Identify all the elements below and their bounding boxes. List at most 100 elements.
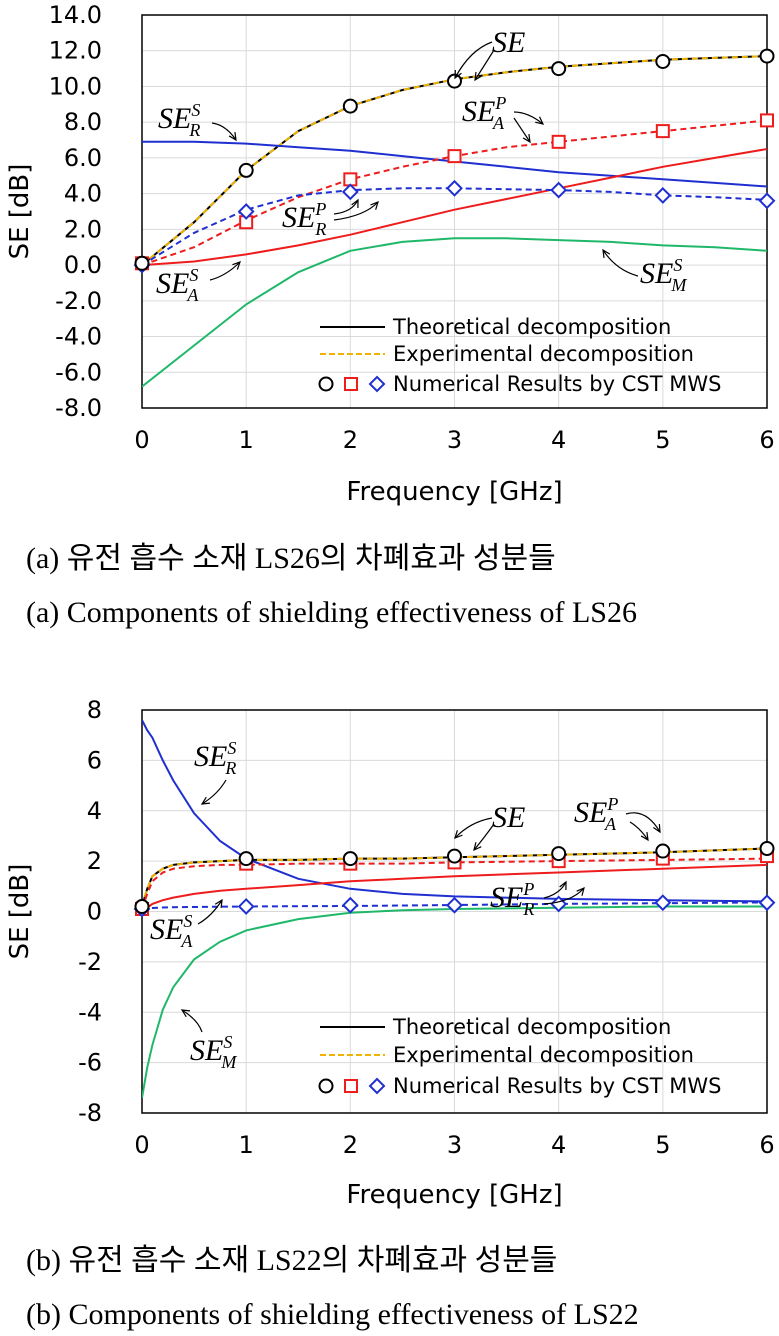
- annotation-arrowhead: [200, 796, 211, 805]
- annotation-superscript: S: [223, 1032, 232, 1052]
- annotation-arrow: [602, 249, 639, 277]
- marker-circle: [551, 61, 567, 77]
- marker-circle: [447, 848, 462, 864]
- x-tick-label: 1: [239, 1131, 254, 1159]
- y-tick-label: 8.0: [64, 108, 102, 136]
- annotation-arrow: [543, 887, 585, 905]
- annotation-se-r-s-label: SES R: [158, 100, 200, 140]
- annotation-arrow: [454, 817, 493, 839]
- annotation-se-m-s: SES M: [602, 248, 687, 295]
- marker-diamond: [237, 203, 255, 220]
- marker-square: [551, 134, 566, 149]
- annotation-se-r-p: SEP R: [282, 198, 379, 239]
- annotation-se-a-p-label: SEP A: [574, 794, 618, 834]
- annotation-base: SE: [156, 267, 189, 300]
- series-line-se-a-p-dash: [142, 857, 767, 910]
- x-tick-label: 4: [551, 1131, 566, 1159]
- chart-b: 0 1 2 3 4 5 6 8 6 4 2 0 -2 -4 -6 -8 Frequency [GHz] SE [d…: [5, 696, 776, 1210]
- annotation-se-a-p-label: SEP A: [462, 93, 506, 133]
- y-tick-label: 2.0: [64, 215, 102, 243]
- marker-diamond: [341, 896, 359, 914]
- annotation-arrowhead: [522, 133, 531, 144]
- y-tick-label: -2: [78, 948, 102, 976]
- annotation-arrow: [181, 1009, 203, 1033]
- marker-circle: [759, 841, 775, 857]
- annotation-base: SE: [190, 1034, 223, 1067]
- annotation-arrowhead: [473, 842, 482, 852]
- marker-diamond: [550, 895, 568, 913]
- marker-diamond: [550, 181, 568, 199]
- marker-diamond: [758, 894, 776, 912]
- marker-square: [655, 124, 670, 139]
- y-tick-label: 8: [87, 696, 102, 724]
- annotation-superscript: P: [522, 879, 534, 899]
- annotation-arrowhead: [454, 830, 463, 840]
- annotation-base: SE: [150, 913, 183, 946]
- annotation-arrow: [197, 899, 223, 925]
- caption-b-english: (b) Components of shielding effectivenes…: [26, 1298, 639, 1331]
- legend-marker-diamond: [368, 375, 386, 393]
- annotation-base: SE: [640, 257, 673, 290]
- x-tick-label: 6: [759, 1131, 774, 1159]
- annotation-arrowhead: [640, 831, 649, 842]
- annotation-se-a-s-label: SES A: [150, 911, 193, 951]
- annotation-arrowhead: [228, 131, 237, 142]
- annotation-superscript: P: [494, 93, 506, 113]
- annotation-arrow: [629, 821, 649, 841]
- annotation-se-r-p-label: SEP R: [282, 199, 326, 239]
- annotation-base: SE: [574, 796, 607, 829]
- legend-marker-square: [344, 1079, 358, 1093]
- annotation-superscript: S: [191, 100, 200, 120]
- annotation-subscript: A: [180, 931, 193, 951]
- x-tick-label: 6: [759, 426, 774, 454]
- annotation-arrowhead: [214, 898, 223, 909]
- marker-circle: [551, 846, 567, 862]
- legend-marker-square: [344, 377, 358, 391]
- annotation-base: SE: [194, 740, 227, 773]
- x-tick-label: 0: [134, 426, 149, 454]
- annotation-se-r-p: SEP R: [490, 879, 585, 919]
- annotation-subscript: M: [670, 275, 687, 295]
- y-tick-label: -2.0: [55, 287, 102, 315]
- y-tick-label: 4.0: [64, 180, 102, 208]
- y-tick-label: -6.0: [55, 358, 102, 386]
- annotation-subscript: R: [314, 219, 326, 239]
- x-tick-label: 5: [655, 426, 670, 454]
- annotation-arrow: [513, 111, 544, 125]
- annotation-se: SE: [454, 801, 525, 852]
- annotation-se-m-s-label: SES M: [190, 1032, 237, 1072]
- annotation-arrow: [211, 122, 237, 141]
- annotation-arrow: [474, 49, 495, 81]
- plot-frame: [141, 14, 768, 409]
- series-line-se-m-s-solid: [142, 905, 767, 1099]
- x-tick-label: 1: [239, 426, 254, 454]
- marker-circle: [342, 851, 358, 867]
- chart-a: 0 1 2 3 4 5 6 14.0 12.0 10.0 8.0 6.0 4.0 2.0 0.0 -2.0 -4…: [5, 1, 776, 507]
- y-tick-label: -8: [78, 1099, 102, 1127]
- y-tick-label: -8.0: [55, 394, 102, 422]
- annotation-arrowhead: [535, 116, 545, 125]
- marker-circle: [759, 48, 775, 64]
- series-line-se-a-s-solid: [142, 148, 767, 267]
- annotation-se-a-s: SES A: [156, 261, 241, 305]
- series-line-se-a-s-solid: [142, 863, 767, 913]
- annotation-subscript: R: [522, 899, 534, 919]
- caption-b-korean: (b) 유전 흡수 소재 LS22의 차폐효과 성분들: [26, 1244, 558, 1277]
- legend-marker-diamond: [368, 1077, 386, 1095]
- caption-a-english: (a) Components of shielding effectivenes…: [26, 596, 637, 629]
- annotation-arrow: [513, 117, 531, 143]
- series-group: [142, 719, 767, 1099]
- annotation-arrowhead: [559, 880, 567, 891]
- y-tick-label: 4: [87, 797, 102, 825]
- y-tick-label: -4.0: [55, 323, 102, 351]
- annotation-base: SE: [282, 201, 315, 234]
- annotation-arrow: [201, 779, 227, 805]
- annotation-arrowhead: [576, 886, 585, 896]
- annotation-arrowhead: [232, 261, 241, 270]
- marker-circle: [447, 73, 462, 89]
- x-tick-label: 2: [343, 1131, 358, 1159]
- annotation-base: SE: [462, 95, 495, 128]
- x-tick-label: 3: [447, 1131, 462, 1159]
- marker-circle: [238, 162, 254, 178]
- annotation-subscript: A: [186, 285, 199, 305]
